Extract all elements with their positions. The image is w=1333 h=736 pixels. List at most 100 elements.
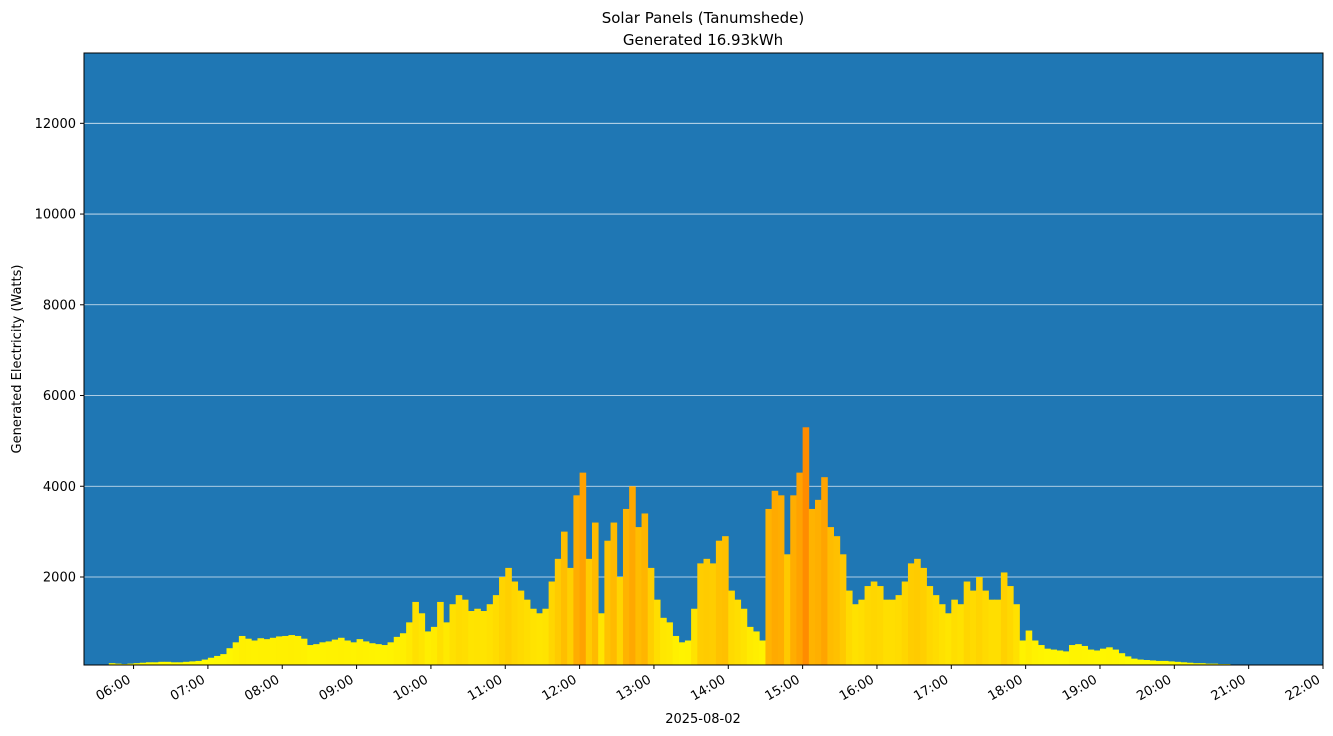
bar [858, 599, 865, 665]
bar [660, 617, 667, 665]
bar [945, 613, 952, 665]
y-tick-label: 2000 [43, 570, 76, 585]
bar [876, 586, 884, 665]
y-tick-label: 12000 [35, 117, 76, 132]
x-tick-label: 13:00 [614, 672, 654, 704]
bar [796, 472, 804, 665]
bar [647, 567, 655, 665]
bar [269, 637, 277, 665]
bar [1025, 630, 1033, 665]
bar [678, 642, 686, 665]
bar [684, 640, 692, 665]
bar [375, 644, 382, 665]
bar [207, 657, 215, 665]
bar [722, 536, 729, 665]
x-tick-label: 11:00 [465, 672, 505, 704]
bar [449, 604, 457, 665]
bar [418, 613, 426, 665]
bar [1069, 645, 1076, 665]
x-axis: 06:00 07:00 08:00 09:00 10:00 11:00 12:00 13:00… [94, 665, 1324, 704]
bar [530, 608, 537, 665]
bar [616, 576, 624, 665]
x-tick-label: 12:00 [540, 672, 580, 704]
y-tick-label: 8000 [43, 298, 76, 313]
x-tick-label: 07:00 [168, 672, 208, 704]
x-tick-label: 06:00 [94, 672, 134, 704]
bar [245, 638, 252, 665]
bar [691, 608, 698, 665]
bar [641, 513, 649, 665]
bar [257, 638, 265, 665]
x-tick-label: 19:00 [1060, 672, 1100, 704]
y-axis-label: Generated Electricity (Watts) [10, 265, 25, 454]
bar [629, 486, 636, 665]
bar [777, 495, 785, 665]
x-tick-label: 09:00 [317, 672, 357, 704]
bar [183, 661, 190, 665]
bar [852, 604, 859, 665]
bar [1106, 647, 1113, 665]
plot-frame [83, 52, 1324, 666]
bar [307, 645, 314, 665]
bar [579, 472, 587, 665]
x-tick-label: 10:00 [391, 672, 431, 704]
bar [994, 599, 1002, 665]
bar [319, 642, 327, 665]
bar [672, 635, 680, 665]
bar [542, 608, 550, 665]
bar [753, 631, 760, 665]
bar [926, 586, 934, 665]
bar [573, 495, 580, 665]
bar [969, 590, 977, 665]
bar [127, 663, 134, 665]
bar [554, 558, 562, 665]
x-tick-label: 14:00 [688, 672, 728, 704]
bar [1205, 663, 1212, 665]
bar [424, 631, 432, 665]
bar [907, 563, 915, 665]
bar [468, 611, 475, 665]
bar [759, 640, 766, 665]
bar [802, 427, 810, 665]
bar [1180, 662, 1188, 665]
bar [728, 590, 735, 665]
bar [232, 642, 240, 665]
bar [145, 662, 153, 665]
bar [393, 636, 401, 665]
bar [1155, 660, 1163, 665]
bar [1007, 586, 1014, 665]
y-tick-label: 6000 [43, 389, 76, 404]
bar [1112, 649, 1119, 665]
bar [1019, 640, 1027, 665]
x-axis-label: 2025-08-02 [665, 712, 741, 727]
bar [220, 654, 227, 665]
x-tick-label: 16:00 [837, 672, 877, 704]
bar [437, 601, 444, 665]
bar [176, 662, 184, 665]
bar [1143, 660, 1150, 665]
bar [338, 637, 345, 665]
bar [288, 635, 296, 665]
chart-title: Solar Panels (Tanumshede) [602, 9, 805, 27]
x-tick-label: 15:00 [763, 672, 803, 704]
bar [1124, 656, 1132, 665]
bar [914, 558, 921, 665]
bar [598, 613, 605, 665]
bar [1075, 644, 1082, 665]
bar [152, 662, 159, 665]
bar [715, 540, 723, 665]
bar [276, 636, 283, 665]
bar [461, 599, 469, 665]
bar [833, 536, 841, 665]
bar [765, 508, 773, 665]
bar [1149, 660, 1157, 665]
bar [1056, 650, 1064, 665]
bar [895, 595, 903, 665]
bar [1186, 662, 1194, 665]
bar [567, 567, 574, 665]
bar [139, 662, 147, 665]
bar [976, 576, 983, 665]
bar [189, 661, 196, 665]
bar [957, 604, 965, 665]
bar [1081, 645, 1088, 665]
